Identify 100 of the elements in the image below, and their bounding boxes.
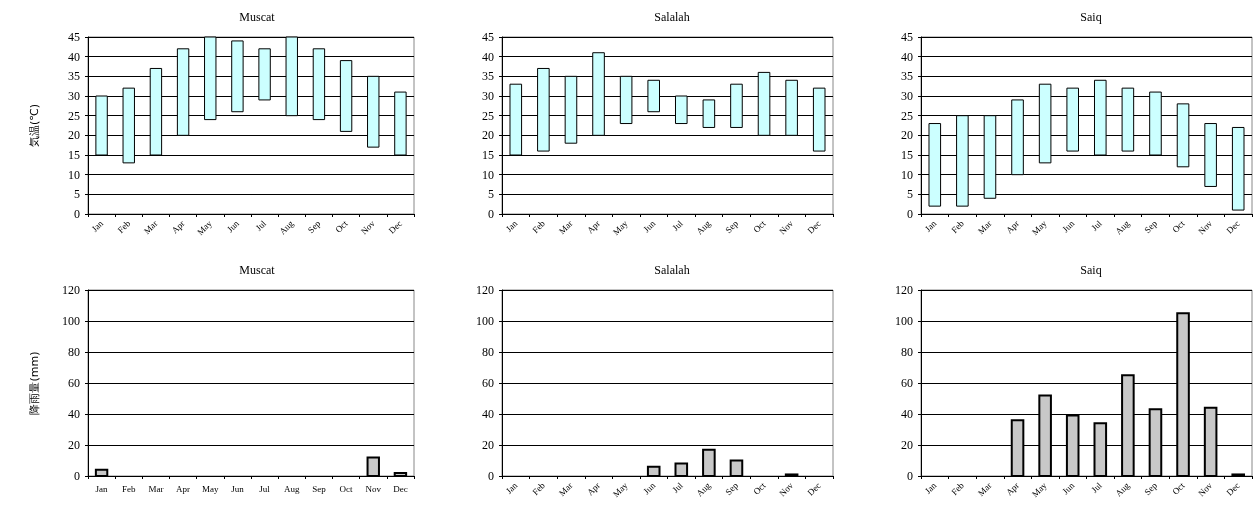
x-tick-label: Apr xyxy=(585,218,603,236)
x-tick-label: Apr xyxy=(1004,480,1022,498)
x-tick-label: May xyxy=(195,218,215,238)
x-tick-label: Apr xyxy=(169,218,187,236)
y-tick-label: 80 xyxy=(901,345,913,359)
x-tick-label: Nov xyxy=(777,218,796,237)
x-tick-label: Oct xyxy=(751,218,768,235)
x-tick-label: Jun xyxy=(225,218,242,235)
x-tick-label: Sep xyxy=(1142,218,1160,236)
y-tick-label: 80 xyxy=(68,345,80,359)
chart-title: Saiq xyxy=(1080,10,1102,24)
y-tick-label: 10 xyxy=(482,167,494,182)
y-tick-label: 35 xyxy=(482,69,494,84)
y-tick-label: 100 xyxy=(895,314,913,328)
y-tick-label: 10 xyxy=(68,167,80,182)
x-tick-label: Dec xyxy=(805,218,823,236)
x-tick-label: Apr xyxy=(176,483,191,494)
x-tick-label: Mar xyxy=(975,480,994,499)
y-tick-label: 40 xyxy=(68,407,80,421)
x-tick-label: Jun xyxy=(1060,480,1077,497)
x-tick-label: May xyxy=(1029,480,1050,500)
x-tick-label: Sep xyxy=(1142,480,1160,498)
y-tick-label: 15 xyxy=(68,148,80,162)
x-tick-label: Oct xyxy=(1170,218,1187,235)
y-tick-label: 10 xyxy=(901,167,913,182)
y-tick-label: 35 xyxy=(68,69,80,84)
x-tick-label: Dec xyxy=(393,483,408,494)
y-tick-label: 20 xyxy=(482,128,494,143)
y-tick-label: 0 xyxy=(488,207,494,221)
x-tick-label: Sep xyxy=(723,480,741,498)
bar xyxy=(729,459,744,477)
y-tick-label: 80 xyxy=(482,345,494,359)
x-tick-label: Jul xyxy=(1089,480,1105,495)
x-tick-label: Dec xyxy=(805,480,823,498)
y-tick-label: 40 xyxy=(482,49,494,64)
chart-title: Muscat xyxy=(239,263,276,277)
y-tick-label: 20 xyxy=(482,438,494,452)
y-tick-label: 60 xyxy=(482,376,494,390)
x-tick-label: Jan xyxy=(503,480,520,497)
y-tick-label: 15 xyxy=(482,148,494,162)
x-tick-label: Feb xyxy=(122,483,136,494)
y-tick-label: 120 xyxy=(895,283,913,297)
chart-title: Salalah xyxy=(654,263,690,277)
x-tick-label: Aug xyxy=(1113,480,1132,499)
x-tick-label: Oct xyxy=(751,480,768,497)
x-tick-label: Jan xyxy=(89,218,106,235)
x-tick-label: Dec xyxy=(1224,480,1242,498)
y-tick-label: 120 xyxy=(62,283,80,297)
y-tick-label: 100 xyxy=(476,314,494,328)
y-tick-label: 15 xyxy=(901,148,913,162)
x-tick-label: Jul xyxy=(253,218,269,233)
y-tick-label: 40 xyxy=(68,49,80,64)
y-tick-label: 20 xyxy=(68,128,80,143)
x-tick-label: Aug xyxy=(284,483,300,494)
x-tick-label: Jul xyxy=(259,483,271,494)
x-tick-label: Feb xyxy=(530,218,548,236)
bar xyxy=(702,448,716,477)
x-tick-label: May xyxy=(610,480,631,500)
y-tick-label: 40 xyxy=(901,407,913,421)
y-tick-label: 60 xyxy=(68,376,80,390)
x-tick-label: Nov xyxy=(777,480,796,499)
x-tick-label: Sep xyxy=(723,218,741,236)
x-tick-label: Jun xyxy=(641,218,658,235)
x-tick-label: Jun xyxy=(231,483,245,494)
x-tick-label: Feb xyxy=(115,218,133,236)
x-tick-label: Oct xyxy=(333,218,350,235)
y-tick-label: 30 xyxy=(482,89,494,103)
chart-title: Saiq xyxy=(1080,263,1102,277)
bar xyxy=(674,462,689,477)
x-tick-label: Aug xyxy=(694,218,713,237)
x-tick-label: Sep xyxy=(305,218,323,236)
x-tick-label: Jul xyxy=(670,480,686,495)
x-tick-label: Dec xyxy=(1224,218,1242,236)
y-tick-label: 60 xyxy=(901,376,913,390)
y-tick-label: 0 xyxy=(488,469,494,483)
x-tick-label: Feb xyxy=(949,218,967,236)
x-tick-label: Jul xyxy=(1089,218,1105,233)
y-tick-label: 5 xyxy=(907,187,913,202)
y-tick-label: 20 xyxy=(901,438,913,452)
x-tick-label: Mar xyxy=(975,218,994,237)
y-tick-label: 45 xyxy=(68,30,80,44)
y-tick-label: 20 xyxy=(68,438,80,452)
x-tick-label: Jun xyxy=(641,480,658,497)
x-tick-label: May xyxy=(610,218,631,238)
x-tick-label: Nov xyxy=(1196,218,1215,237)
chart-title: Salalah xyxy=(654,10,690,24)
y-tick-label: 25 xyxy=(482,108,494,123)
x-tick-label: Mar xyxy=(141,218,160,237)
bar xyxy=(646,465,661,477)
x-tick-label: Mar xyxy=(148,483,164,494)
x-tick-label: Nov xyxy=(365,483,382,494)
y-tick-label: 40 xyxy=(482,407,494,421)
x-tick-label: May xyxy=(1029,218,1050,238)
x-tick-label: Mar xyxy=(556,480,575,499)
x-tick-label: Jan xyxy=(503,218,520,235)
x-tick-label: Aug xyxy=(277,218,296,237)
y-tick-label: 40 xyxy=(901,49,913,64)
x-tick-label: Jan xyxy=(95,483,109,494)
x-tick-label: Jan xyxy=(922,218,939,235)
y-tick-label: 5 xyxy=(74,187,80,202)
